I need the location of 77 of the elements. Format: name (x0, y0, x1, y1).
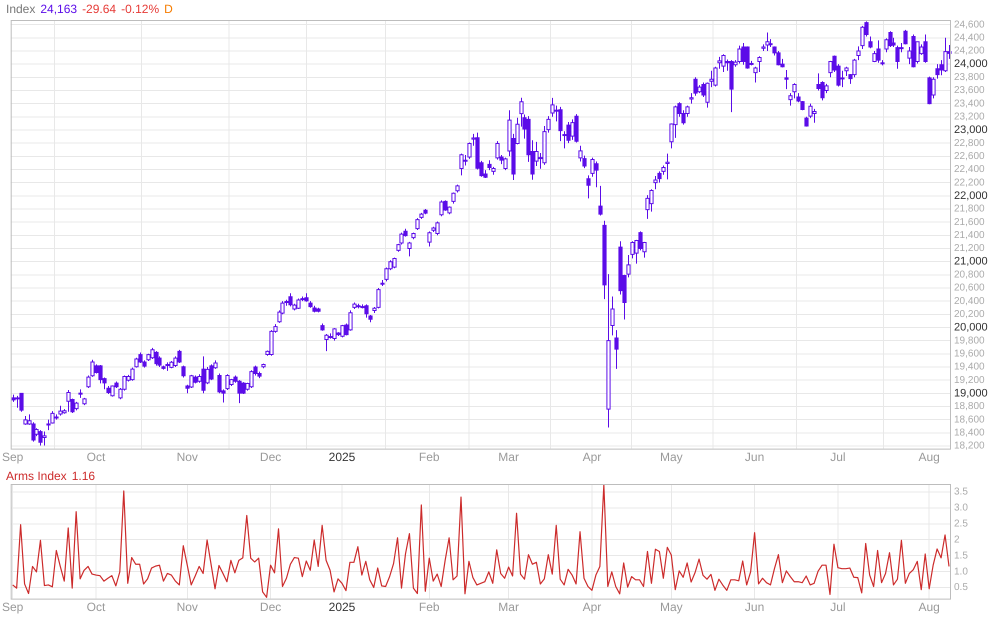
y-tick-label: 20,800 (954, 270, 986, 281)
x-tick-label: Feb (418, 600, 440, 614)
y-tick-label: 1.5 (954, 550, 968, 562)
y-tick-label: 22,600 (954, 151, 986, 162)
y-tick-label: 19,800 (954, 335, 986, 346)
y-tick-label: 23,000 (954, 124, 988, 136)
y-tick-label: 20,400 (954, 296, 986, 307)
x-tick-label: Oct (86, 600, 106, 614)
y-tick-label: 21,400 (954, 230, 986, 242)
y-tick-label: 23,600 (954, 85, 986, 96)
candlestick (665, 153, 670, 180)
y-tick-label: 18,800 (954, 401, 986, 412)
x-tick-label: Feb (418, 450, 440, 464)
text: D (164, 2, 173, 16)
candlestick (784, 70, 789, 90)
x-tick-label: Mar (498, 600, 519, 614)
y-tick-label: 21,800 (954, 204, 986, 215)
x-tick-label: Sep (2, 600, 24, 614)
x-tick-label: Nov (176, 450, 198, 464)
y-tick-label: 20,200 (954, 309, 986, 320)
x-tick-label: 2025 (328, 450, 356, 464)
y-tick-label: 22,200 (954, 177, 986, 188)
y-tick-label: 1.0 (954, 566, 968, 578)
candlestick (550, 97, 555, 118)
text: 1.16 (72, 469, 96, 483)
x-tick-label: Sep (2, 450, 24, 464)
y-tick-label: 20,000 (954, 321, 988, 334)
y-tick-label: 3.0 (954, 502, 968, 514)
y-tick-label: 23,200 (954, 112, 986, 123)
x-tick-label: May (660, 450, 683, 464)
y-tick-label: 24,600 (954, 19, 986, 30)
x-tick-label: Dec (260, 450, 282, 464)
x-tick-label: Aug (918, 600, 940, 614)
y-tick-label: 2.5 (954, 518, 968, 530)
y-tick-label: 19,200 (954, 374, 986, 386)
y-tick-label: 18,200 (954, 440, 986, 452)
y-tick-label: 19,000 (954, 387, 988, 400)
y-tick-label: 20,600 (954, 282, 986, 294)
y-tick-label: 22,000 (954, 190, 988, 202)
y-tick-label: 19,600 (954, 348, 986, 360)
chart-title: Arms Index (6, 469, 67, 483)
y-tick-label: 23,400 (954, 98, 986, 110)
text: -29.64 (82, 2, 116, 16)
y-tick-label: 24,400 (954, 32, 986, 44)
y-tick-label: 22,400 (954, 164, 986, 176)
candlestick (876, 40, 881, 64)
x-tick-label: Jul (830, 450, 846, 464)
y-tick-label: 3.5 (954, 486, 968, 498)
y-tick-label: 23,800 (954, 72, 986, 84)
y-tick-label: 0.5 (954, 582, 968, 594)
x-tick-label: Aug (918, 450, 940, 464)
x-tick-label: 2025 (328, 600, 356, 614)
candlestick (42, 430, 47, 446)
y-tick-label: 24,000 (954, 58, 988, 70)
y-tick-label: 21,000 (954, 256, 988, 268)
x-tick-label: Nov (176, 600, 198, 614)
x-tick-label: Jul (830, 600, 846, 614)
text: 24,163 (40, 2, 78, 16)
x-tick-label: Jun (744, 450, 764, 464)
x-tick-label: Oct (86, 450, 106, 464)
x-tick-label: Jun (744, 600, 764, 614)
x-tick-label: Apr (582, 600, 602, 614)
x-tick-label: Apr (582, 450, 602, 464)
y-tick-label: 18,600 (954, 414, 986, 426)
y-tick-label: 2 (954, 534, 960, 546)
candlestick (614, 330, 619, 370)
x-tick-label: May (660, 600, 683, 614)
x-tick-label: Mar (498, 450, 519, 464)
chart-title: Index (6, 2, 36, 16)
y-tick-label: 19,400 (954, 362, 986, 373)
y-tick-label: 22,800 (954, 138, 986, 149)
y-tick-label: 24,200 (954, 46, 986, 57)
text: -0.12% (121, 2, 160, 16)
y-tick-label: 21,200 (954, 243, 986, 254)
y-tick-label: 18,400 (954, 428, 986, 439)
y-tick-label: 21,600 (954, 216, 986, 228)
x-tick-label: Dec (260, 600, 282, 614)
